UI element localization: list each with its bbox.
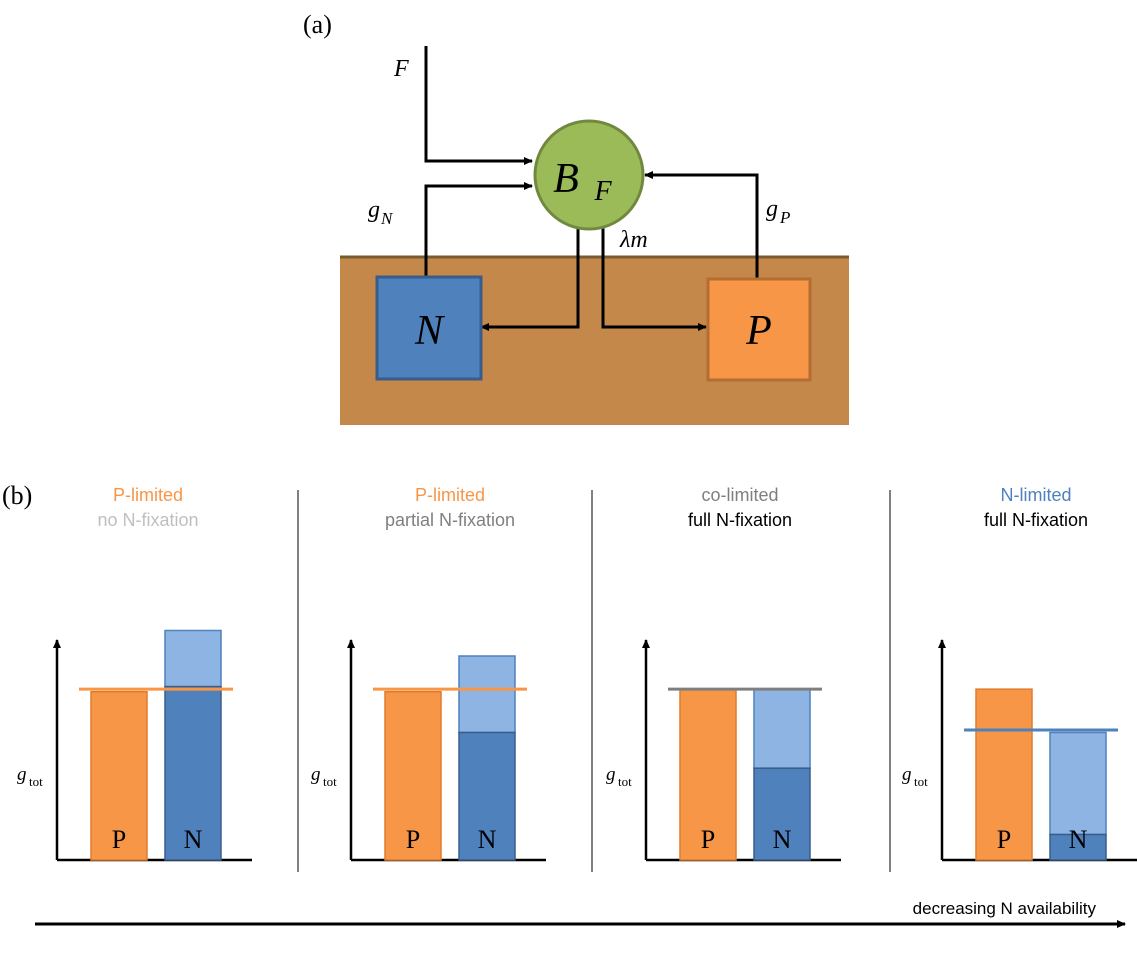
panel-4-fixation-label: full N-fixation	[984, 510, 1088, 530]
n-availability-label: decreasing N availability	[913, 899, 1097, 918]
panel-a-label: (a)	[303, 10, 332, 39]
biomass-label: B	[553, 156, 579, 202]
panel-3-gtot-label: g	[606, 764, 616, 785]
n-uptake-label: g	[368, 197, 380, 223]
panel-4-n-fixed-bar	[1049, 731, 1107, 836]
panel-1-gtot-label: g	[17, 764, 27, 785]
fixation-flow-label: F	[393, 56, 409, 82]
panel-2-n-bar-label: N	[478, 825, 497, 854]
nitrogen-label: N	[414, 308, 445, 354]
nitrogen-pool	[375, 275, 483, 381]
panel-3-n-soil-bar	[753, 767, 811, 861]
p-uptake-arrow	[644, 171, 759, 279]
n-return-arrow	[480, 225, 580, 331]
panel-2-n-soil-bar	[458, 731, 516, 861]
panel-1-gtot-subscript: tot	[29, 774, 43, 789]
panel-3-status-label: co-limited	[701, 485, 778, 505]
biomass-subscript: F	[593, 176, 612, 207]
panel-4-n-soil-bar	[1049, 833, 1107, 861]
panel-b-label: (b)	[2, 481, 32, 510]
panel-2-p-bar	[384, 690, 442, 861]
biomass-node	[533, 119, 645, 231]
panel-4-n-bar-label: N	[1069, 825, 1088, 854]
panel-2-gtot-label: g	[311, 764, 321, 785]
panel-3-n-bar-label: N	[773, 825, 792, 854]
panel-a: (a) N P B F F g N g P λm	[303, 10, 849, 425]
mortality-flow-label: λm	[619, 227, 648, 253]
panel-1-fixation-label: no N-fixation	[97, 510, 198, 530]
panel-1-p-bar-label: P	[112, 825, 126, 854]
panel-4-p-bar-label: P	[997, 825, 1011, 854]
panel-1-status-label: P-limited	[113, 485, 183, 505]
panel-3-p-bar	[679, 688, 737, 861]
phosphorus-label: P	[745, 308, 772, 354]
panel-2-p-bar-label: P	[406, 825, 420, 854]
panel-3-gtot-subscript: tot	[618, 774, 632, 789]
n-uptake-arrow	[424, 182, 533, 277]
panel-1-p-bar	[90, 690, 148, 861]
panel-1-n-bar-label: N	[184, 825, 203, 854]
panel-2-n-fixed-bar	[458, 655, 516, 734]
panel-3-fixation-label: full N-fixation	[688, 510, 792, 530]
panel-3-n-fixed-bar	[753, 688, 811, 769]
panel-2-gtot-subscript: tot	[323, 774, 337, 789]
n-uptake-subscript: N	[380, 209, 394, 228]
panel-4-p-bar	[975, 688, 1033, 861]
panel-2-status-label: P-limited	[415, 485, 485, 505]
p-uptake-subscript: P	[779, 208, 790, 227]
p-return-arrow	[601, 225, 707, 331]
p-uptake-label: g	[766, 196, 778, 222]
fixation-arrow	[424, 46, 533, 165]
panel-1-n-fixed-bar	[164, 629, 222, 688]
panel-4-gtot-subscript: tot	[914, 774, 928, 789]
panel-1-n-soil-bar	[164, 685, 222, 861]
panel-4-status-label: N-limited	[1000, 485, 1071, 505]
phosphorus-pool	[706, 277, 812, 382]
panel-2-fixation-label: partial N-fixation	[385, 510, 515, 530]
panel-4-gtot-label: g	[902, 764, 912, 785]
panel-3-p-bar-label: P	[701, 825, 715, 854]
